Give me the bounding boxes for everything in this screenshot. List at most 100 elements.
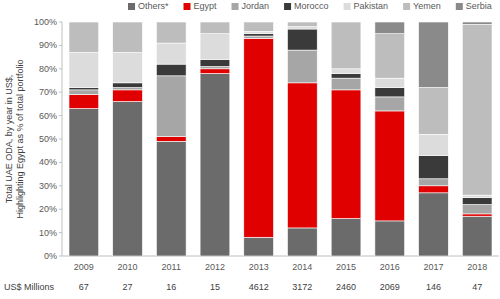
bar-segment: [331, 90, 361, 219]
legend-swatch: [344, 3, 351, 10]
y-axis-title: Highlighting Egypt as % of total portfol…: [15, 59, 25, 218]
bar-segment: [156, 141, 186, 256]
legend-label: Yemen: [413, 1, 441, 11]
bar-segment: [462, 198, 492, 205]
bar-segment: [156, 22, 186, 23]
legend-swatch: [184, 3, 191, 10]
bar-segment: [156, 76, 186, 137]
y-axis-title: Total UAE ODA, by year in US$,: [4, 75, 14, 204]
legend-label: Jordan: [242, 1, 270, 11]
bar-segment: [244, 22, 274, 31]
legend-swatch: [232, 3, 239, 10]
bar-segment: [419, 186, 449, 193]
x-tick-label: 2013: [249, 262, 269, 272]
x-tick-label: 2009: [74, 262, 94, 272]
chart: 0%10%20%30%40%50%60%70%80%90%100%Total U…: [0, 0, 500, 299]
bar-segment: [375, 22, 405, 34]
total-value: 2069: [380, 282, 400, 292]
y-tick: [59, 232, 62, 233]
bar-segment: [287, 83, 317, 228]
bar-segment: [113, 102, 143, 256]
y-tick: [59, 115, 62, 116]
bar-segment: [375, 78, 405, 87]
bar-segment: [462, 22, 492, 24]
bar-segment: [156, 43, 186, 64]
bar-segment: [462, 24, 492, 195]
bar-segment: [69, 22, 99, 52]
bar-segment: [331, 219, 361, 256]
y-tick-label: 30%: [39, 181, 57, 191]
x-tick-label: 2011: [162, 262, 181, 272]
x-tick-label: 2015: [336, 262, 356, 272]
bar-segment: [69, 88, 99, 90]
bar-segment: [244, 38, 274, 237]
bar-segment: [419, 134, 449, 155]
bar-segment: [419, 22, 449, 88]
legend-swatch: [128, 3, 135, 10]
totals-label: US$ Millions: [4, 282, 55, 292]
y-tick-label: 70%: [39, 87, 57, 97]
y-tick-label: 0%: [44, 251, 57, 261]
bar-segment: [244, 31, 274, 33]
bar-segment: [156, 22, 186, 43]
x-tick-label: 2018: [467, 262, 487, 272]
total-value: 3172: [292, 282, 312, 292]
y-tick: [59, 92, 62, 93]
bar-segment: [69, 95, 99, 109]
y-tick-label: 10%: [39, 228, 57, 238]
y-tick-label: 90%: [39, 40, 57, 50]
x-tick-label: 2012: [205, 262, 225, 272]
bar-segment: [287, 27, 317, 29]
bars: [69, 22, 492, 256]
bar-segment: [331, 78, 361, 90]
bar-segment: [69, 109, 99, 256]
bar-segment: [419, 155, 449, 178]
bar-segment: [331, 69, 361, 74]
y-tick-label: 20%: [39, 204, 57, 214]
bar-segment: [113, 52, 143, 82]
y-tick: [59, 139, 62, 140]
bar-segment: [287, 29, 317, 50]
bar-segment: [287, 228, 317, 256]
bar-segment: [331, 22, 361, 69]
legend-label: Morocco: [294, 1, 329, 11]
bar-segment: [462, 216, 492, 256]
y-tick: [59, 185, 62, 186]
x-tick-label: 2014: [292, 262, 312, 272]
bar-segment: [200, 73, 230, 256]
legend-label: Others*: [138, 1, 169, 11]
bar-segment: [113, 22, 143, 52]
bar-segment: [462, 195, 492, 197]
legend-label: Pakistan: [354, 1, 389, 11]
legend-swatch: [456, 3, 463, 10]
total-value: 146: [426, 282, 441, 292]
bar-segment: [113, 83, 143, 88]
bar-segment: [375, 221, 405, 256]
bar-segment: [69, 90, 99, 95]
y-tick: [59, 68, 62, 69]
bar-segment: [419, 179, 449, 186]
y-tick: [59, 162, 62, 163]
bar-segment: [200, 22, 230, 23]
bar-segment: [375, 111, 405, 221]
bar-segment: [375, 88, 405, 97]
y-tick-label: 60%: [39, 111, 57, 121]
bar-segment: [200, 22, 230, 34]
y-tick: [59, 45, 62, 46]
x-tick-label: 2017: [423, 262, 443, 272]
bar-segment: [375, 34, 405, 78]
x-tick-label: 2010: [118, 262, 138, 272]
legend: Others*EgyptJordanMoroccoPakistanYemenSe…: [128, 1, 492, 11]
bar-segment: [200, 69, 230, 74]
y-tick: [59, 256, 62, 257]
total-value: 16: [166, 282, 176, 292]
total-value: 67: [79, 282, 89, 292]
bar-segment: [113, 88, 143, 90]
y-tick-label: 40%: [39, 157, 57, 167]
bar-segment: [69, 52, 99, 87]
bar-segment: [331, 22, 361, 23]
bar-segment: [419, 88, 449, 135]
y-tick-label: 100%: [34, 17, 57, 27]
bar-segment: [462, 214, 492, 216]
bar-segment: [69, 22, 99, 23]
